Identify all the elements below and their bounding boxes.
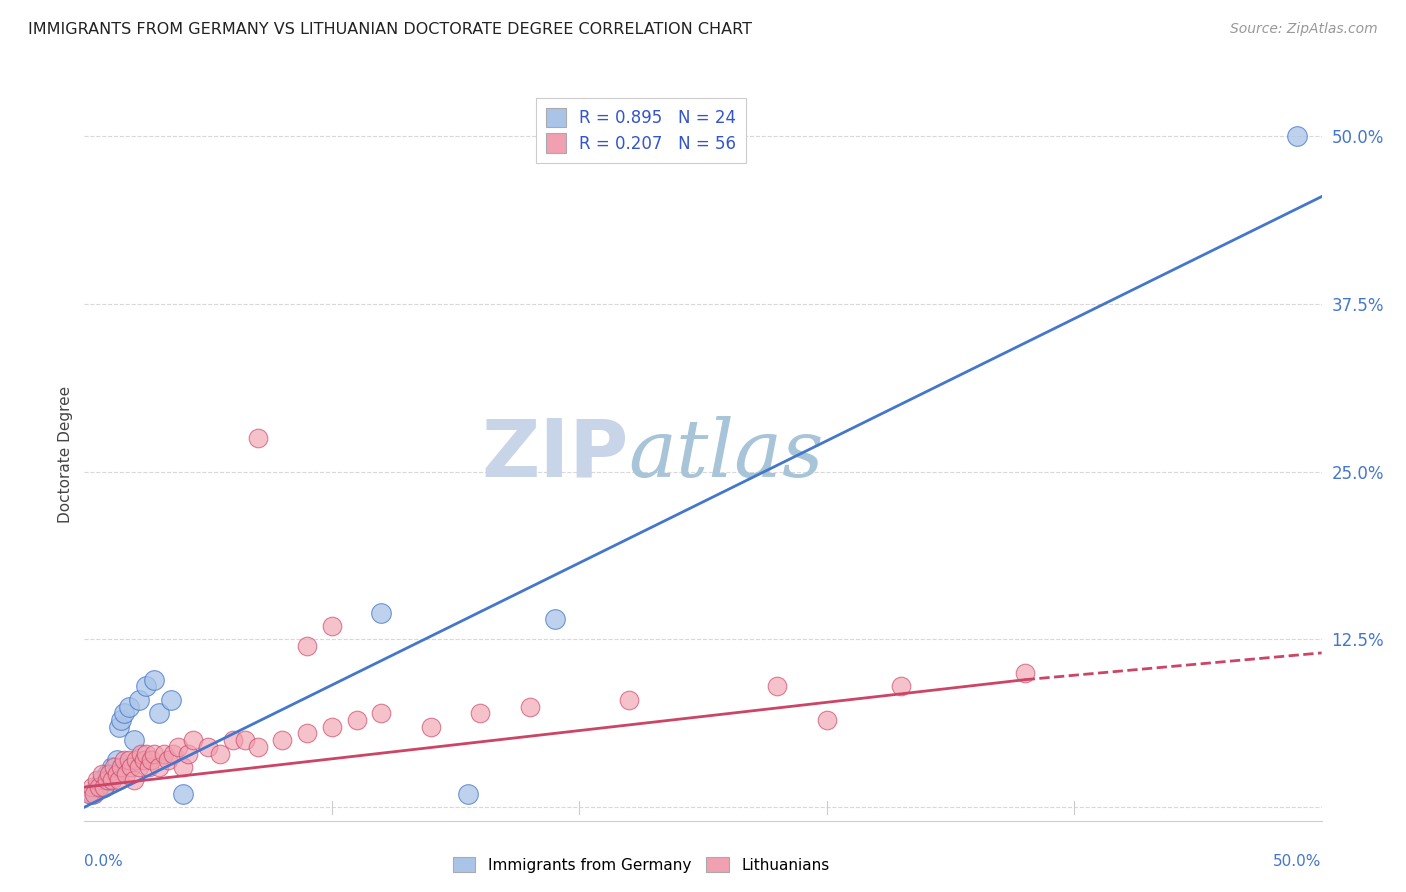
Point bbox=[96, 773, 118, 788]
Point bbox=[80, 787, 103, 801]
Point bbox=[122, 773, 145, 788]
Legend: Immigrants from Germany, Lithuanians: Immigrants from Germany, Lithuanians bbox=[447, 851, 835, 879]
Point bbox=[110, 713, 132, 727]
Point bbox=[105, 753, 128, 767]
Point bbox=[108, 773, 131, 788]
Point bbox=[103, 766, 125, 780]
Point bbox=[246, 739, 269, 754]
Text: 0.0%: 0.0% bbox=[84, 854, 124, 869]
Point bbox=[79, 787, 101, 801]
Point bbox=[128, 693, 150, 707]
Point bbox=[197, 739, 219, 754]
Point bbox=[125, 753, 148, 767]
Point bbox=[135, 747, 157, 761]
Point bbox=[100, 760, 122, 774]
Point bbox=[86, 773, 108, 788]
Point bbox=[321, 619, 343, 633]
Point bbox=[148, 706, 170, 721]
Point bbox=[118, 699, 141, 714]
Point bbox=[246, 431, 269, 445]
Point bbox=[457, 787, 479, 801]
Point bbox=[815, 713, 838, 727]
Point bbox=[122, 733, 145, 747]
Point bbox=[96, 766, 118, 780]
Point bbox=[766, 680, 789, 694]
Point bbox=[233, 733, 256, 747]
Point bbox=[157, 753, 180, 767]
Point bbox=[138, 760, 160, 774]
Text: 50.0%: 50.0% bbox=[1274, 854, 1322, 869]
Y-axis label: Doctorate Degree: Doctorate Degree bbox=[58, 386, 73, 524]
Point bbox=[141, 753, 163, 767]
Point bbox=[90, 773, 112, 788]
Point bbox=[98, 766, 121, 780]
Text: atlas: atlas bbox=[628, 417, 824, 493]
Point bbox=[162, 747, 184, 761]
Point bbox=[115, 766, 138, 780]
Point bbox=[86, 780, 108, 794]
Point bbox=[112, 706, 135, 721]
Point bbox=[370, 706, 392, 721]
Point bbox=[167, 739, 190, 754]
Point bbox=[129, 747, 152, 761]
Point bbox=[80, 780, 103, 794]
Point bbox=[100, 773, 122, 788]
Point bbox=[89, 780, 111, 794]
Point bbox=[142, 673, 165, 687]
Point bbox=[142, 747, 165, 761]
Point bbox=[222, 733, 245, 747]
Point bbox=[90, 766, 112, 780]
Point bbox=[135, 680, 157, 694]
Point bbox=[271, 733, 294, 747]
Point bbox=[181, 733, 204, 747]
Point bbox=[152, 747, 174, 761]
Text: ZIP: ZIP bbox=[481, 416, 628, 494]
Point bbox=[321, 720, 343, 734]
Point bbox=[295, 639, 318, 653]
Point bbox=[93, 780, 115, 794]
Point bbox=[346, 713, 368, 727]
Text: IMMIGRANTS FROM GERMANY VS LITHUANIAN DOCTORATE DEGREE CORRELATION CHART: IMMIGRANTS FROM GERMANY VS LITHUANIAN DO… bbox=[28, 22, 752, 37]
Point bbox=[118, 753, 141, 767]
Point bbox=[83, 787, 105, 801]
Point bbox=[110, 760, 132, 774]
Point bbox=[177, 747, 200, 761]
Point bbox=[172, 787, 194, 801]
Point bbox=[120, 760, 142, 774]
Point bbox=[132, 753, 155, 767]
Point bbox=[470, 706, 492, 721]
Text: Source: ZipAtlas.com: Source: ZipAtlas.com bbox=[1230, 22, 1378, 37]
Point bbox=[98, 773, 121, 788]
Point bbox=[112, 753, 135, 767]
Point bbox=[1014, 665, 1036, 680]
Point bbox=[172, 760, 194, 774]
Point bbox=[519, 699, 541, 714]
Point bbox=[543, 612, 565, 626]
Point bbox=[890, 680, 912, 694]
Point bbox=[105, 766, 128, 780]
Point bbox=[103, 760, 125, 774]
Point bbox=[128, 760, 150, 774]
Point bbox=[148, 760, 170, 774]
Point bbox=[295, 726, 318, 740]
Point bbox=[419, 720, 441, 734]
Point bbox=[617, 693, 640, 707]
Point bbox=[370, 606, 392, 620]
Point bbox=[160, 693, 183, 707]
Point bbox=[93, 780, 115, 794]
Point bbox=[209, 747, 232, 761]
Point bbox=[1285, 129, 1308, 144]
Point bbox=[108, 720, 131, 734]
